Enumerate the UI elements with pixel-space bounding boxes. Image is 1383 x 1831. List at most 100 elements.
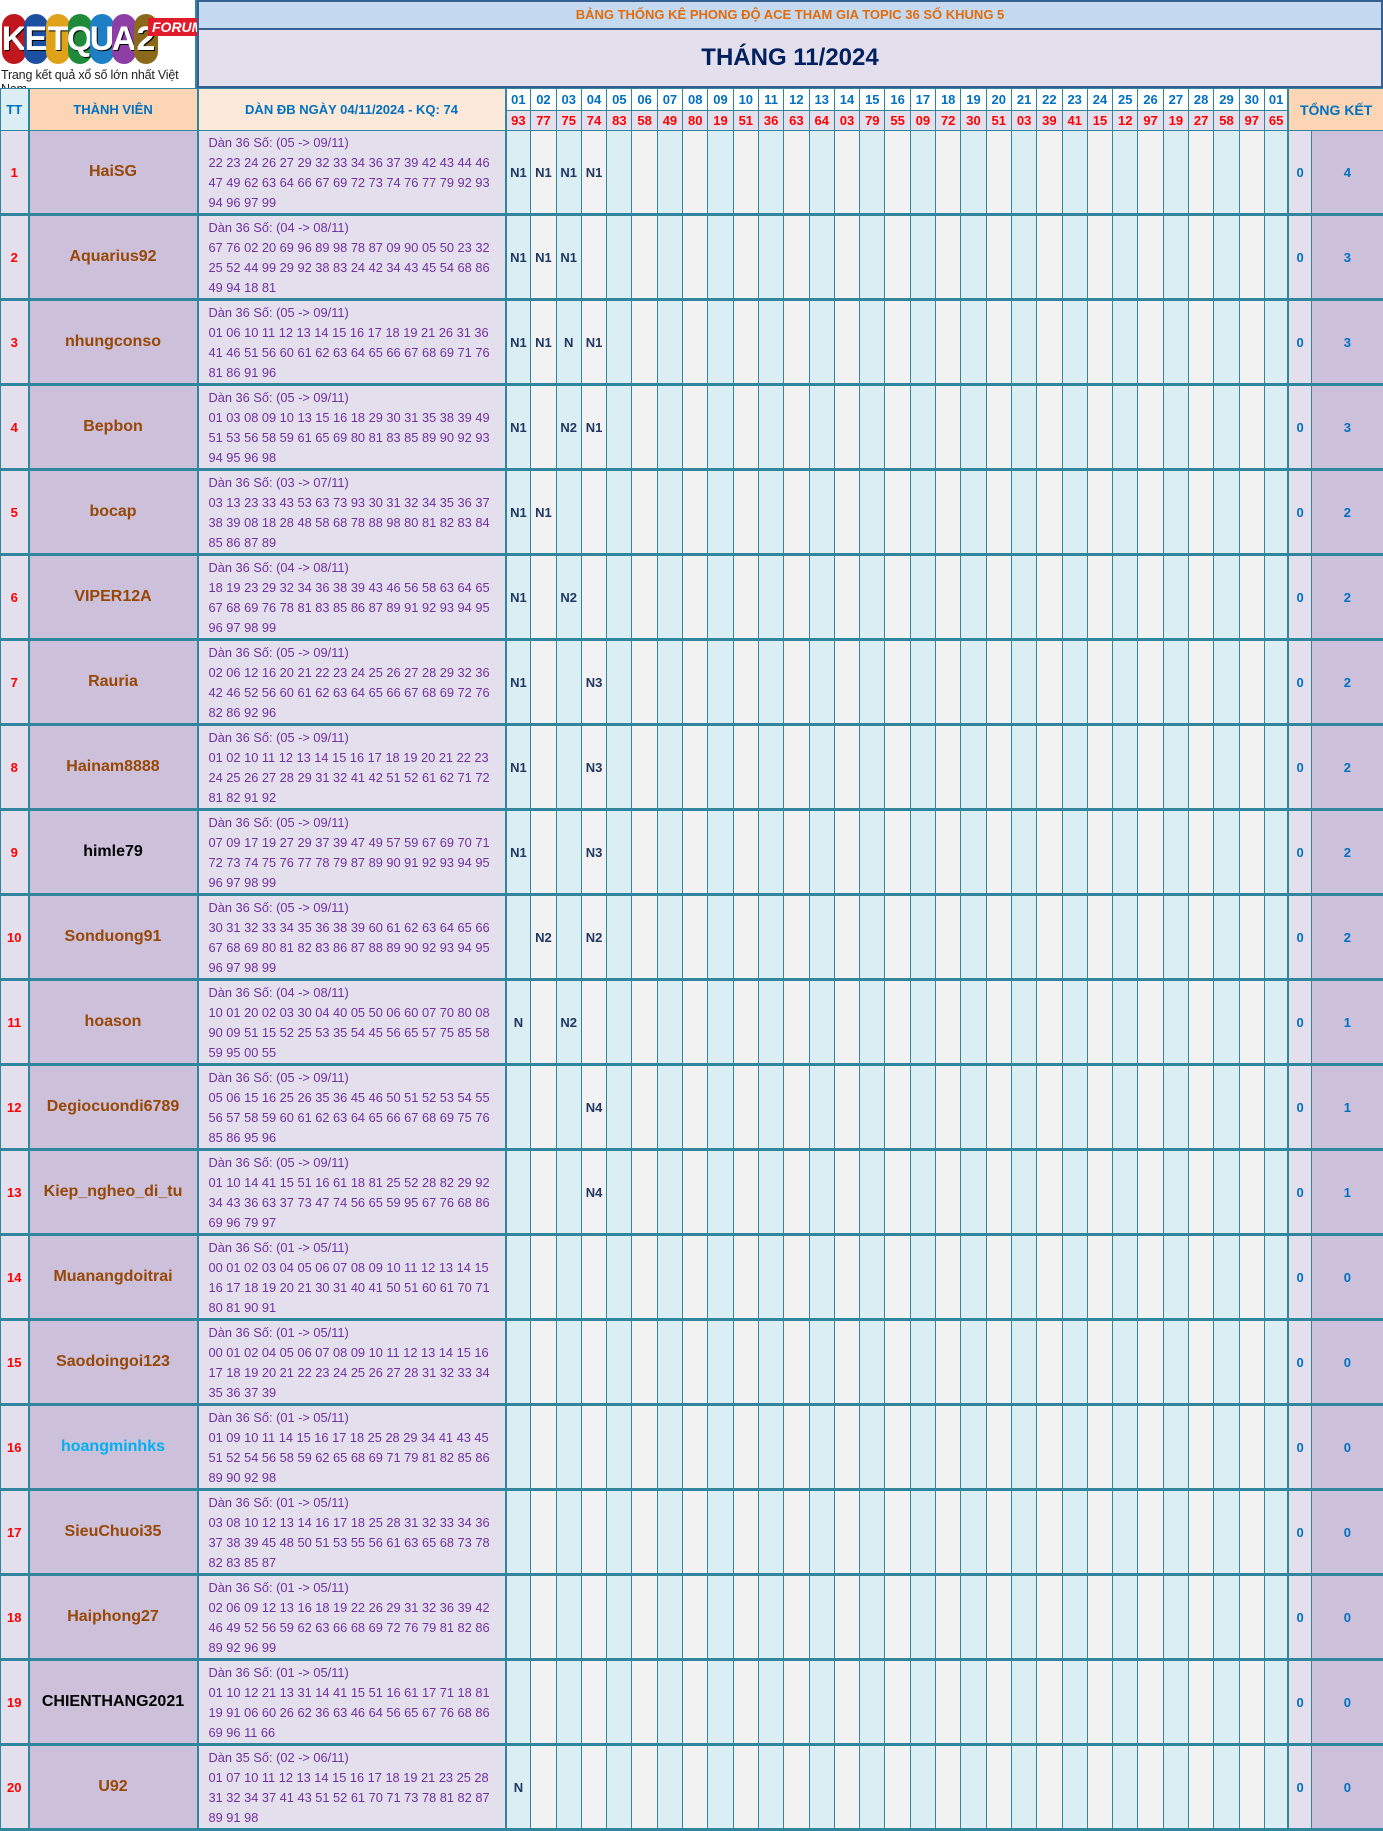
day-cell xyxy=(1062,1150,1087,1235)
row-number: 9 xyxy=(1,810,29,895)
logo-letter: Q xyxy=(68,14,92,64)
day-cell xyxy=(885,1490,910,1575)
day-cell xyxy=(936,1065,961,1150)
day-cell xyxy=(1189,1405,1214,1490)
day-cell xyxy=(1087,300,1112,385)
total-hits: 0 xyxy=(1311,1575,1383,1660)
day-cell xyxy=(657,980,682,1065)
day-cell xyxy=(784,1745,809,1830)
day-cell xyxy=(784,1150,809,1235)
month-title: THÁNG 11/2024 xyxy=(197,30,1383,88)
member-name[interactable]: Hainam8888 xyxy=(29,725,198,810)
dan-numbers: 07 09 17 19 27 29 37 39 47 49 57 59 67 6… xyxy=(209,833,497,893)
member-name[interactable]: Saodoingoi123 xyxy=(29,1320,198,1405)
member-name[interactable]: VIPER12A xyxy=(29,555,198,640)
day-cell xyxy=(885,1320,910,1405)
member-name[interactable]: nhungconso xyxy=(29,300,198,385)
dan-numbers: 02 06 09 12 13 16 18 19 22 26 29 31 32 3… xyxy=(209,1598,497,1658)
day-cell xyxy=(683,131,708,215)
day-cell xyxy=(657,810,682,895)
day-cell xyxy=(657,1065,682,1150)
day-cell xyxy=(733,555,758,640)
day-cell xyxy=(506,1320,531,1405)
day-cell xyxy=(1239,470,1264,555)
day-cell xyxy=(1189,470,1214,555)
member-name[interactable]: Sonduong91 xyxy=(29,895,198,980)
day-cell xyxy=(708,725,733,810)
day-cell xyxy=(1062,895,1087,980)
member-numbers: Dàn 36 Số: (01 -> 05/11)03 08 10 12 13 1… xyxy=(198,1490,506,1575)
member-name[interactable]: himle79 xyxy=(29,810,198,895)
day-cell xyxy=(885,215,910,300)
day-cell xyxy=(657,1490,682,1575)
day-result: 80 xyxy=(683,111,708,131)
member-name[interactable]: Rauria xyxy=(29,640,198,725)
dan-numbers: 67 76 02 20 69 96 89 98 78 87 09 90 05 5… xyxy=(209,238,497,298)
logo-letter: E xyxy=(24,14,48,64)
day-cell xyxy=(809,1490,834,1575)
member-name[interactable]: SieuChuoi35 xyxy=(29,1490,198,1575)
day-cell xyxy=(632,300,657,385)
day-cell xyxy=(860,300,885,385)
day-cell xyxy=(1011,131,1036,215)
day-cell xyxy=(1163,1405,1188,1490)
day-cell xyxy=(1239,640,1264,725)
member-name[interactable]: Aquarius92 xyxy=(29,215,198,300)
dan-numbers: 10 01 20 02 03 30 04 40 05 50 06 60 07 7… xyxy=(209,1003,497,1063)
day-cell xyxy=(531,1575,556,1660)
day-cell xyxy=(1113,1235,1138,1320)
day-cell xyxy=(936,980,961,1065)
day-cell xyxy=(683,385,708,470)
day-cell: N3 xyxy=(581,640,606,725)
day-cell xyxy=(1011,1235,1036,1320)
member-numbers: Dàn 36 Số: (05 -> 09/11)01 03 08 09 10 1… xyxy=(198,385,506,470)
day-cell xyxy=(708,131,733,215)
day-cell xyxy=(708,1235,733,1320)
day-cell xyxy=(986,1745,1011,1830)
member-name[interactable]: Kiep_ngheo_di_tu xyxy=(29,1150,198,1235)
day-cell: N3 xyxy=(581,725,606,810)
day-cell xyxy=(1087,1745,1112,1830)
member-name[interactable]: Haiphong27 xyxy=(29,1575,198,1660)
dan-title: Dàn 36 Số: (05 -> 09/11) xyxy=(209,898,497,918)
member-name[interactable]: Bepbon xyxy=(29,385,198,470)
day-cell xyxy=(1239,1745,1264,1830)
day-cell xyxy=(758,810,783,895)
day-cell xyxy=(860,640,885,725)
member-name[interactable]: Degiocuondi6789 xyxy=(29,1065,198,1150)
day-cell xyxy=(1163,810,1188,895)
row-number: 8 xyxy=(1,725,29,810)
member-name[interactable]: bocap xyxy=(29,470,198,555)
member-name[interactable]: hoason xyxy=(29,980,198,1065)
day-cell xyxy=(1113,555,1138,640)
member-name[interactable]: hoangminhks xyxy=(29,1405,198,1490)
header-total: TỔNG KẾT xyxy=(1288,89,1383,131)
total-misses: 0 xyxy=(1288,1745,1311,1830)
day-cell xyxy=(1011,1405,1036,1490)
day-cell xyxy=(683,810,708,895)
day-cell xyxy=(531,1745,556,1830)
member-name[interactable]: U92 xyxy=(29,1745,198,1830)
total-misses: 0 xyxy=(1288,640,1311,725)
day-cell xyxy=(607,215,632,300)
day-cell: N1 xyxy=(556,215,581,300)
day-cell xyxy=(1264,895,1288,980)
day-cell xyxy=(809,385,834,470)
member-name[interactable]: Muanangdoitrai xyxy=(29,1235,198,1320)
day-cell xyxy=(607,470,632,555)
dan-numbers: 00 01 02 04 05 06 07 08 09 10 11 12 13 1… xyxy=(209,1343,497,1403)
day-cell xyxy=(531,980,556,1065)
day-cell xyxy=(607,1320,632,1405)
day-cell xyxy=(556,895,581,980)
total-hits: 2 xyxy=(1311,895,1383,980)
day-cell xyxy=(1037,725,1062,810)
day-cell xyxy=(1037,1150,1062,1235)
day-cell xyxy=(733,1320,758,1405)
day-cell: N1 xyxy=(506,810,531,895)
member-name[interactable]: HaiSG xyxy=(29,131,198,215)
day-cell xyxy=(910,1065,935,1150)
